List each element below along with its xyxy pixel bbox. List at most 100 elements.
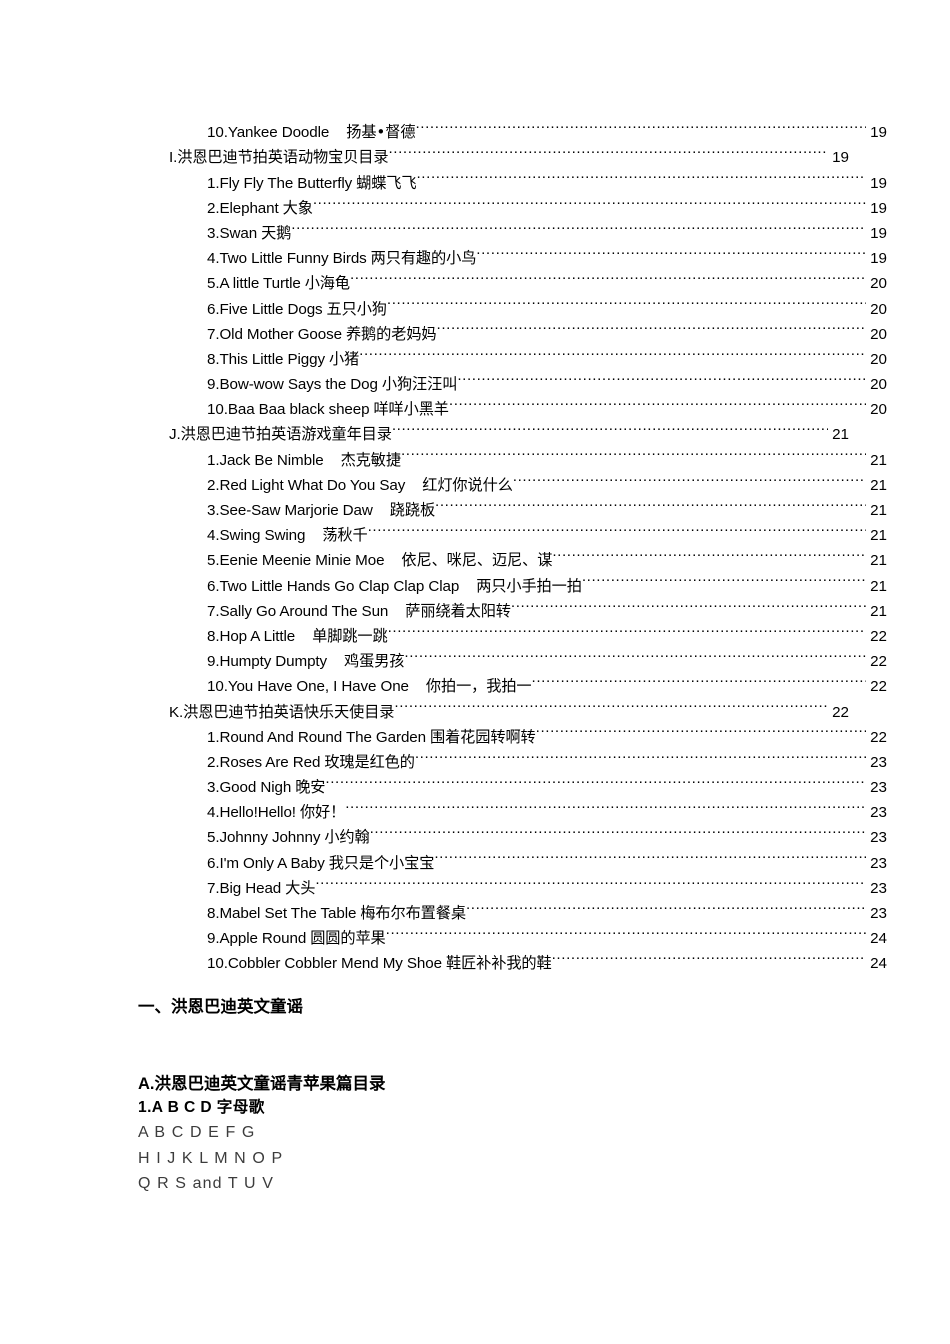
toc-page-number: 21 [870,552,887,570]
toc-page-number: 23 [870,905,887,922]
toc-entry[interactable]: 4.Two Little Funny Birds两只有趣的小鸟19 [138,238,887,267]
toc-entry-gloss: 圆圆的苹果 [310,929,386,948]
toc-entry-label: I.洪恩巴迪节拍英语动物宝贝目录 [169,149,389,167]
toc-leader-dots [387,288,866,313]
toc-page-number: 21 [870,476,887,494]
toc-entry-gloss: 鞋匠补补我的鞋 [445,954,552,973]
toc-leader-dots [315,868,866,893]
toc-page-number: 24 [870,930,887,948]
toc-entry-label: J.洪恩巴迪节拍英语游戏童年目录 [169,426,392,444]
toc-entry-label: 3.Good Nigh [207,779,292,797]
toc-entry-label: 6.Two Little Hands Go Clap Clap Clap [207,577,460,595]
toc-entry[interactable]: 4.Hello!Hello!你好！ 23 [138,792,887,821]
toc-entry-label: 10.Cobbler Cobbler Mend My Shoe [207,955,442,973]
toc-entry-label: 6.I'm Only A Baby [207,854,325,872]
lyric-line: A B C D E F G [138,1124,256,1141]
toc-entry-label: 4.Two Little Funny Birds [207,250,367,268]
toc-leader-dots [582,565,866,590]
toc-leader-dots [449,389,866,414]
toc-page-number: 21 [870,527,887,545]
toc-entry-label: 2.Roses Are Red [207,753,321,771]
toc-leader-dots [437,314,867,339]
toc-page-number: 19 [870,124,887,142]
toc-entry-label: 3.Swan [207,224,258,242]
toc-entry-gloss: 单脚跳一跳 [312,626,388,645]
toc-entry-label: 8.Hop A Little [207,627,296,645]
toc-entry[interactable]: J.洪恩巴迪节拍英语游戏童年目录21 [138,414,849,443]
toc-entry[interactable]: 3.See-Saw Marjorie Daw跷跷板21 [138,490,887,519]
toc-leader-dots [466,893,866,918]
toc-page-number: 20 [870,401,887,419]
toc-entry[interactable]: K.洪恩巴迪节拍英语快乐天使目录22 [138,691,849,720]
toc-page-number: 23 [870,753,887,771]
toc-entry-label: 8.Mabel Set The Table [207,905,357,922]
toc-entry-label: 8.This Little Piggy [207,350,325,368]
toc-entry[interactable]: 1.Round And Round The Garden围着花园转啊转22 [138,717,887,746]
toc-entry[interactable]: 9.Humpty Dumpty 鸡蛋男孩 22 [138,641,887,670]
toc-entry-label: 5.Eenie Meenie Minie Moe [207,552,385,570]
toc-entry-gloss: 小约翰 [324,828,370,847]
toc-leader-dots [532,666,866,691]
toc-entry-gloss: 荡秋千 [322,526,368,545]
toc-entry-gloss: 天鹅 [261,223,292,242]
toc-entry-label: K.洪恩巴迪节拍英语快乐天使目录 [169,703,395,721]
toc-entry-label: 4.Swing Swing [207,527,306,545]
toc-entry[interactable]: 7.Old Mother Goose养鹅的老妈妈20 [138,314,887,343]
toc-page-number: 21 [870,451,887,469]
toc-leader-dots [457,364,866,389]
toc-entry[interactable]: 6.Two Little Hands Go Clap Clap Clap 两只小手… [138,565,887,594]
toc-page-number: 19 [870,199,887,217]
toc-entry[interactable]: 4.Swing Swing 荡秋千 21 [138,515,887,544]
toc-leader-dots [325,767,866,792]
toc-entry-label: 9.Apple Round [207,930,307,948]
toc-leader-dots [401,439,866,464]
song-heading: 1.A B C D 字母歌 [138,1099,265,1116]
toc-leader-dots [386,918,866,943]
heading-spacer [138,1020,838,1072]
toc-entry[interactable]: 5.Eenie Meenie Minie Moe 依尼、咪尼、迈尼、谋 21 [138,540,887,569]
toc-page-number: 23 [870,829,887,847]
toc-entry-gloss: 晚安 [295,778,326,797]
toc-entry[interactable]: I.洪恩巴迪节拍英语动物宝贝目录19 [138,137,849,166]
toc-entry-gloss: 鸡蛋男孩 [344,652,405,671]
toc-page-number: 21 [870,502,887,519]
toc-page-number: 21 [870,577,887,595]
toc-leader-dots [415,112,866,137]
toc-leader-dots [388,137,828,162]
toc-entry[interactable]: 2.Elephant大象19 [138,188,887,217]
toc-entry-label: 9.Bow-wow Says the Dog [207,376,378,394]
toc-entry[interactable]: 1.Jack Be Nimble 杰克敏捷 21 [138,439,887,468]
toc-entry[interactable]: 7.Sally Go Around The Sun萨丽绕着太阳转21 [138,591,887,620]
toc-entry-label: 7.Sally Go Around The Sun [207,602,389,620]
toc-entry[interactable]: 2.Red Light What Do You Say红灯你说什么21 [138,465,887,494]
toc-entry-label: 1.Round And Round The Garden [207,728,426,746]
toc-leader-dots [370,817,866,842]
toc-leader-dots [416,162,866,187]
toc-entry-label: 5.A little Turtle [207,275,301,293]
toc-leader-dots [435,490,866,515]
toc-page-number: 19 [870,224,887,242]
toc-entry[interactable]: 8.Mabel Set The Table梅布尔布置餐桌23 [138,893,887,922]
toc-page-number: 20 [870,275,887,293]
toc-entry-label: 9.Humpty Dumpty [207,653,328,671]
toc-page-number: 23 [870,879,887,897]
toc-page-number: 23 [870,854,887,872]
toc-entry[interactable]: 8.Hop A Little 单脚跳一跳 22 [138,616,887,645]
toc-leader-dots [552,943,866,968]
toc-leader-dots [291,213,866,238]
chapter-heading: 一、洪恩巴迪英文童谣 [138,998,303,1016]
toc-entry-label: 4.Hello!Hello! [207,804,296,822]
toc-leader-dots [345,792,866,817]
